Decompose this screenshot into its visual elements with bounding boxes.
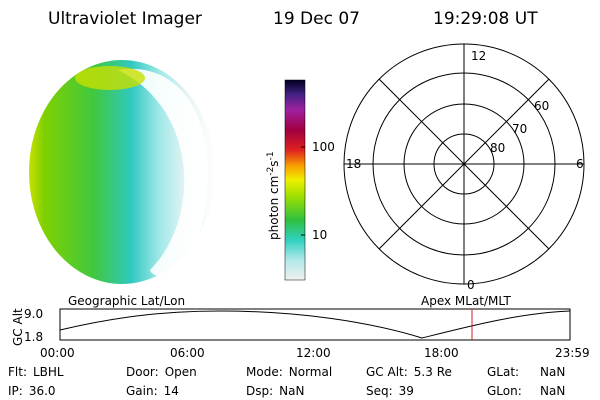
time: 19:29:08 UT	[433, 9, 538, 29]
info-value: 39	[399, 384, 414, 398]
plot-frame	[59, 308, 571, 341]
lat-label: 60	[534, 99, 549, 113]
x-tick-label: 18:00	[424, 346, 459, 360]
info-label: GLon:	[487, 384, 522, 398]
uv-image	[29, 60, 215, 284]
x-tick-label: 06:00	[170, 346, 205, 360]
mlt-label: 6	[576, 157, 584, 171]
lat-label: 70	[512, 122, 527, 136]
y-tick-label: 9.0	[24, 307, 43, 321]
info-label: Mode:	[246, 365, 283, 379]
info-label: GC Alt:	[366, 365, 408, 379]
info-label: Flt:	[8, 365, 27, 379]
info-value: 5.3 Re	[414, 365, 452, 379]
info-value: NaN	[540, 384, 565, 398]
info-value: 14	[164, 384, 179, 398]
info-label: Gain:	[126, 384, 158, 398]
x-tick-label: 23:59	[555, 346, 590, 360]
y-axis-label: GC Alt	[11, 308, 25, 346]
x-tick-label: 00:00	[40, 346, 75, 360]
info-value: 36.0	[29, 384, 56, 398]
colorbar-tick-label: 100	[312, 140, 335, 154]
colorbar-tick-label: 10	[312, 228, 327, 242]
info-label: IP:	[8, 384, 23, 398]
info-label: Door:	[126, 365, 159, 379]
info-value: NaN	[279, 384, 304, 398]
mlt-label: 18	[346, 157, 361, 171]
mlt-label: 0	[467, 278, 475, 292]
mlt-label: 12	[471, 49, 486, 63]
info-value: NaN	[540, 365, 565, 379]
instrument: Ultraviolet Imager	[48, 9, 202, 29]
unit: photon cm	[267, 176, 281, 240]
colorbar	[284, 79, 306, 281]
lat-label: 80	[490, 141, 505, 155]
info-label: Dsp:	[246, 384, 273, 398]
colorbar-label: photon cm-2s-1	[266, 151, 281, 240]
date: 19 Dec 07	[273, 9, 360, 29]
info-panel: Flt: LBHL Door: Open Mode: Normal GC Alt: 5.3 R…	[8, 365, 565, 398]
x-tick-label: 12:00	[296, 346, 331, 360]
plot-title: Geographic Lat/Lon	[68, 294, 185, 308]
info-value: LBHL	[33, 365, 64, 379]
info-label: GLat:	[487, 365, 519, 379]
plot-title: Apex MLat/MLT	[421, 294, 511, 308]
info-value: Normal	[289, 365, 332, 379]
exponent: -1	[266, 151, 276, 160]
polar-grid	[343, 43, 585, 285]
y-tick-label: 1.8	[24, 330, 43, 344]
unit: s	[267, 160, 281, 166]
altitude-curve	[59, 310, 571, 339]
exponent: -2	[266, 167, 276, 176]
info-label: Seq:	[366, 384, 393, 398]
info-value: Open	[165, 365, 197, 379]
